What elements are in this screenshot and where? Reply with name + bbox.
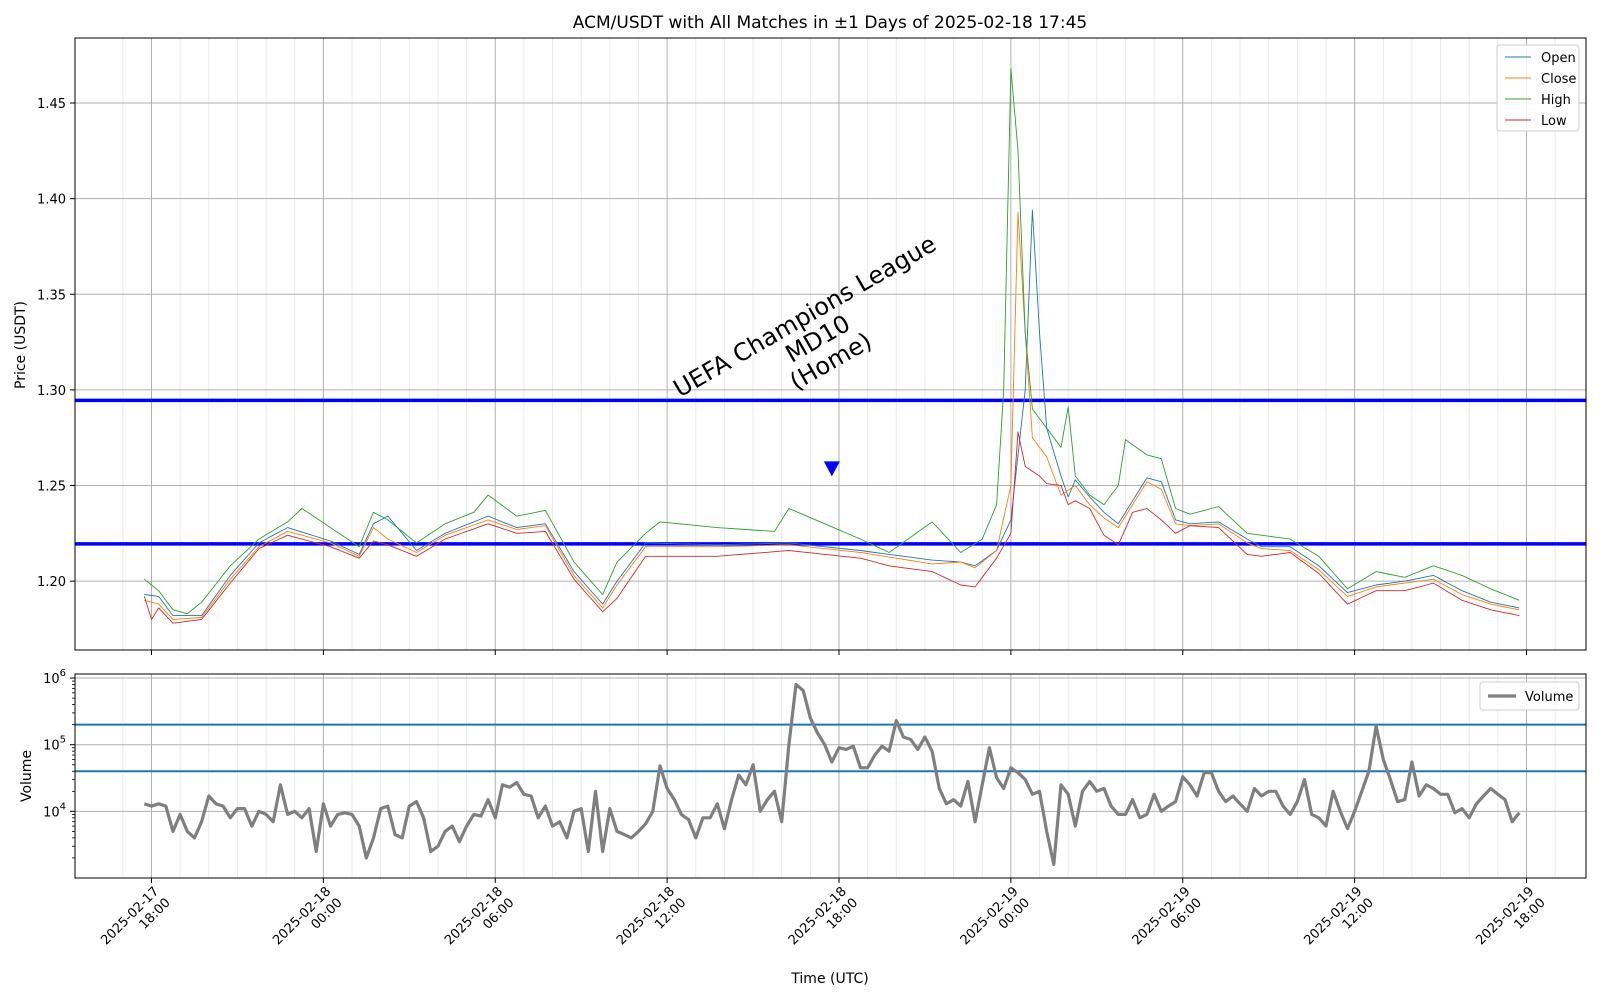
event-marker-group <box>823 461 840 477</box>
volume-y-axis-label: Volume <box>19 750 35 802</box>
price-y-ticks: 1.20 1.25 1.30 1.35 1.40 1.45 <box>37 97 75 590</box>
volume-plot-frame <box>74 673 1587 879</box>
series-line-open <box>144 209 1520 617</box>
price-y-tick-label: 1.30 <box>37 384 66 399</box>
price-y-tick-label: 1.20 <box>37 575 66 590</box>
series-line-low <box>143 431 1520 624</box>
volume-series <box>143 682 1521 867</box>
price-y-tick-label: 1.25 <box>37 480 66 495</box>
chart-title: ACM/USDT with All Matches in ±1 Days of … <box>573 13 1087 33</box>
price-reference-lines <box>75 398 1586 546</box>
price-legend-box <box>1496 44 1580 132</box>
series-line-close <box>144 211 1520 620</box>
legend-label-volume: Volume <box>1525 690 1573 705</box>
volume-reference-lines <box>75 723 1586 773</box>
legend-label-close: Close <box>1541 72 1576 87</box>
x-axis-label: Time (UTC) <box>790 971 868 987</box>
price-y-tick-label: 1.40 <box>37 193 66 208</box>
volume-legend-box <box>1479 681 1580 711</box>
price-series <box>143 68 1520 624</box>
legend-label-open: Open <box>1541 51 1576 66</box>
series-line-volume <box>143 682 1521 867</box>
legend-label-low: Low <box>1541 114 1567 129</box>
price-plot-frame <box>74 37 1587 651</box>
price-y-tick-label: 1.45 <box>37 97 66 112</box>
price-y-tick-label: 1.35 <box>37 288 66 303</box>
price-y-axis-label: Price (USDT) <box>13 301 29 389</box>
series-line-high <box>144 68 1520 615</box>
price-legend: Open Close High Low <box>1496 44 1580 132</box>
volume-legend: Volume <box>1479 681 1580 711</box>
price-grid <box>75 38 1586 650</box>
legend-label-high: High <box>1541 93 1571 108</box>
event-marker <box>823 461 840 477</box>
